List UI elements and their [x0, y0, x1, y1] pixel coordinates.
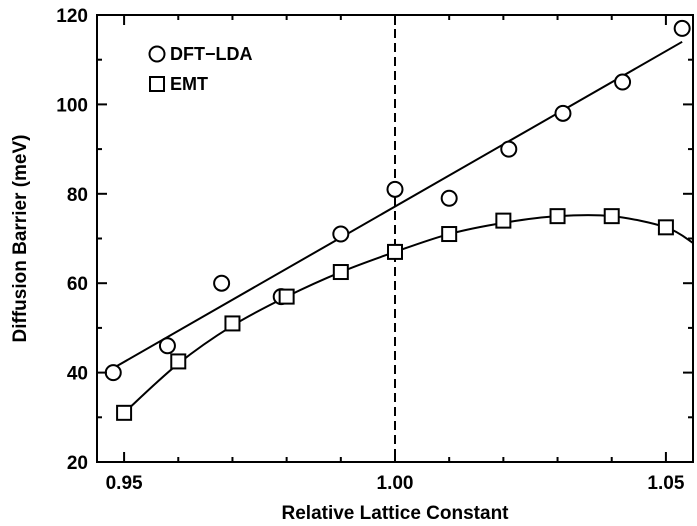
fit-line-series-0 [112, 40, 683, 369]
x-tick-label: 1.05 [647, 473, 684, 494]
y-tick-label: 120 [56, 6, 88, 27]
data-point-square [278, 288, 295, 305]
data-point-square [495, 212, 512, 229]
data-point-circle [386, 180, 404, 198]
y-tick-label: 20 [67, 453, 88, 474]
data-point-square [170, 353, 187, 370]
data-point-circle [440, 189, 458, 207]
data-point-square [224, 315, 241, 332]
data-point-square [116, 404, 133, 421]
legend-marker-square [149, 76, 165, 92]
data-point-square [441, 226, 458, 243]
y-axis-label: Diffusion Barrier (meV) [10, 135, 31, 343]
y-tick-label: 40 [67, 364, 88, 385]
data-point-circle [614, 73, 632, 91]
data-point-square [657, 219, 674, 236]
data-point-circle [500, 140, 518, 158]
legend-label: DFT−LDA [170, 44, 253, 64]
data-point-square [603, 208, 620, 225]
data-point-square [387, 243, 403, 260]
data-point-circle [554, 104, 572, 122]
legend-label: EMT [170, 74, 208, 94]
axes: 0.95 1.00 1.05 20 40 60 80 100 120 Relative Latti… [10, 6, 694, 524]
legend: DFT−LDA EMT [148, 44, 253, 94]
y-tick-label: 80 [67, 185, 88, 206]
data-point-circle [673, 19, 691, 37]
legend-marker-circle [148, 45, 166, 63]
plot-area [104, 15, 693, 462]
data-point-circle [158, 337, 176, 355]
data-point-square [549, 208, 566, 225]
data-point-circle [213, 274, 231, 292]
data-point-circle [104, 364, 122, 382]
data-point-square [332, 264, 349, 281]
y-tick-label: 100 [56, 95, 88, 116]
x-axis-label: Relative Lattice Constant [282, 503, 510, 524]
x-tick-label: 0.95 [106, 473, 143, 494]
data-point-circle [332, 225, 350, 243]
y-tick-label: 60 [67, 274, 88, 295]
plot-clipped [104, 15, 693, 462]
x-tick-label: 1.00 [377, 473, 414, 494]
